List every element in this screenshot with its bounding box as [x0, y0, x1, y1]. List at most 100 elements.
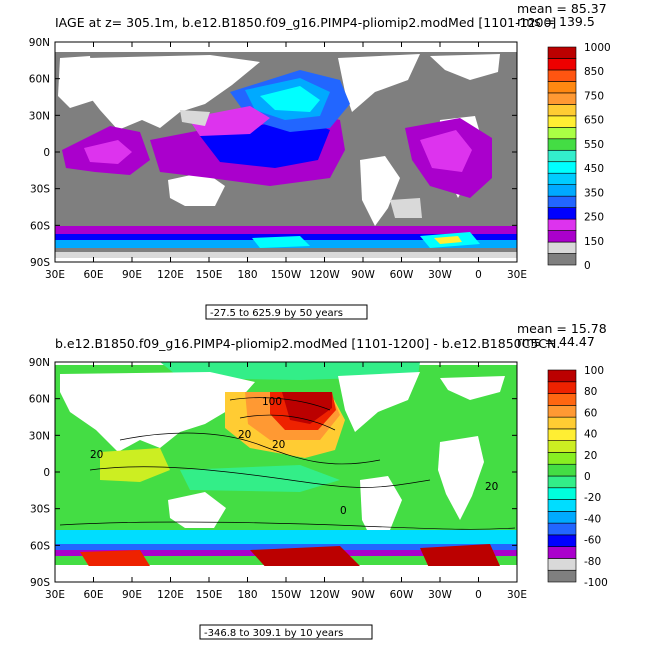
- x-tick-label: 30E: [45, 589, 65, 601]
- x-tick-label: 120W: [309, 589, 340, 601]
- colorbar-label: 850: [584, 66, 604, 78]
- colorbar-label: 150: [584, 236, 604, 248]
- colorbar-label: 40: [584, 429, 597, 441]
- colorbar-swatch: [547, 172, 577, 185]
- colorbar-swatch: [547, 440, 577, 453]
- x-tick-label: 0: [475, 269, 482, 281]
- x-tick-label: 30W: [428, 269, 452, 281]
- bottom-y-axis: 90N 60N 30N 0 30S 60S 90S: [29, 357, 517, 589]
- colorbar-label: 60: [584, 407, 597, 419]
- colorbar-swatch: [547, 241, 577, 254]
- colorbar-label: 100: [584, 365, 604, 377]
- top-x-axis: 30E 60E 90E 120E 150E 180 150W 120W 90W 60W 30W 0 30…: [45, 42, 527, 281]
- colorbar-swatch: [547, 58, 577, 71]
- colorbar-swatch: [547, 69, 577, 82]
- colorbar-label: 0: [584, 260, 591, 272]
- colorbar-swatch: [547, 428, 577, 441]
- colorbar-swatch: [547, 416, 577, 430]
- colorbar-swatch: [547, 138, 577, 151]
- colorbar-swatch: [547, 405, 577, 418]
- colorbar-swatch: [547, 463, 577, 477]
- top-range-box: [205, 304, 368, 320]
- y-tick-label: 90N: [29, 37, 50, 49]
- colorbar-swatch: [547, 207, 577, 220]
- y-tick-label: 60N: [29, 394, 50, 406]
- bottom-panel: b.e12.B1850.f09_g16.PIMP4-pliomip2.modMe…: [29, 321, 608, 640]
- x-tick-label: 150E: [196, 589, 223, 601]
- x-tick-label: 60E: [84, 589, 104, 601]
- colorbar-label: 0: [584, 471, 591, 483]
- top-map-field: [55, 42, 517, 262]
- colorbar-label: 550: [584, 139, 604, 151]
- colorbar-swatch: [547, 253, 577, 266]
- contour-label: 20: [90, 449, 103, 461]
- colorbar-label: -40: [584, 513, 601, 525]
- y-tick-label: 0: [43, 467, 50, 479]
- top-range-label: -27.5 to 625.9 by 50 years: [210, 308, 343, 319]
- colorbar-label: -20: [584, 492, 601, 504]
- x-tick-label: 180: [237, 269, 257, 281]
- y-tick-label: 30S: [30, 184, 50, 196]
- colorbar-swatch: [547, 381, 577, 394]
- contour-label: 0: [340, 505, 347, 517]
- top-panel: IAGE at z= 305.1m, b.e12.B1850.f09_g16.P…: [29, 1, 611, 320]
- colorbar-swatch: [547, 149, 577, 163]
- contour-label: 20: [238, 429, 251, 441]
- y-tick-label: 90S: [30, 577, 50, 589]
- colorbar-label: 20: [584, 450, 597, 462]
- top-title: IAGE at z= 305.1m, b.e12.B1850.f09_g16.P…: [55, 15, 556, 30]
- y-tick-label: 60N: [29, 74, 50, 86]
- bottom-range-label: -346.8 to 309.1 by 10 years: [204, 628, 343, 639]
- x-tick-label: 60W: [390, 269, 414, 281]
- colorbar-swatch: [547, 46, 577, 59]
- colorbar-label: -80: [584, 556, 601, 568]
- y-tick-label: 60S: [30, 220, 50, 232]
- x-tick-label: 150W: [271, 269, 302, 281]
- y-tick-label: 90N: [29, 357, 50, 369]
- bottom-x-axis: 30E 60E 90E 120E 150E 180 150W 120W 90W 60W 30W 0 30…: [45, 362, 527, 601]
- bottom-range-box: [199, 624, 373, 640]
- x-tick-label: 180: [237, 589, 257, 601]
- top-y-axis: 90N 60N 30N 0 30S 60S 90S: [29, 37, 517, 269]
- contour-label: 20: [485, 481, 498, 493]
- top-colorbar: 1000 850 750 650 550 450 350 250 150 0: [547, 42, 611, 272]
- colorbar-swatch: [547, 475, 577, 489]
- colorbar-swatch: [547, 534, 577, 547]
- colorbar-swatch: [547, 195, 577, 208]
- y-tick-label: 30S: [30, 504, 50, 516]
- x-tick-label: 120W: [309, 269, 340, 281]
- colorbar-label: -100: [584, 577, 608, 589]
- bottom-contour-labels: 100 20 20 20 0 20: [90, 396, 498, 517]
- x-tick-label: 30E: [45, 269, 65, 281]
- colorbar-label: 250: [584, 212, 604, 224]
- colorbar-swatch: [547, 393, 577, 406]
- colorbar-swatch: [547, 499, 577, 512]
- colorbar-swatch: [547, 161, 577, 174]
- x-tick-label: 150W: [271, 589, 302, 601]
- x-tick-label: 90E: [122, 269, 142, 281]
- y-tick-label: 30N: [29, 430, 50, 442]
- colorbar-label: 80: [584, 386, 597, 398]
- colorbar-swatch: [547, 127, 577, 140]
- x-tick-label: 60E: [84, 269, 104, 281]
- colorbar-label: 350: [584, 187, 604, 199]
- bottom-mean: mean = 15.78: [517, 321, 607, 336]
- top-mean: mean = 85.37: [517, 1, 607, 16]
- contour-label: 100: [262, 396, 282, 408]
- colorbar-swatch: [547, 511, 577, 524]
- colorbar-swatch: [547, 81, 577, 94]
- colorbar-swatch: [547, 184, 577, 197]
- x-tick-label: 30E: [507, 269, 527, 281]
- y-tick-label: 90S: [30, 257, 50, 269]
- colorbar-swatch: [547, 369, 577, 383]
- x-tick-label: 120E: [157, 269, 184, 281]
- colorbar-swatch: [547, 230, 577, 243]
- colorbar-swatch: [547, 92, 577, 105]
- colorbar-label: -60: [584, 535, 601, 547]
- x-tick-label: 150E: [196, 269, 223, 281]
- x-tick-label: 120E: [157, 589, 184, 601]
- bottom-rms: rms = 44.47: [517, 334, 595, 349]
- y-tick-label: 60S: [30, 540, 50, 552]
- colorbar-swatch: [547, 218, 577, 231]
